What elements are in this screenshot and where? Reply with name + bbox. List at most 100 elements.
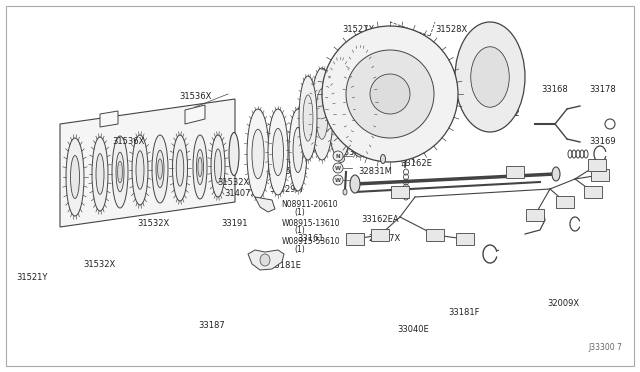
Ellipse shape — [96, 154, 104, 194]
Text: W08915-13610: W08915-13610 — [282, 219, 340, 228]
Text: 31536X: 31536X — [112, 137, 145, 146]
Text: 31532X: 31532X — [218, 178, 250, 187]
Ellipse shape — [345, 47, 375, 157]
Ellipse shape — [252, 129, 264, 179]
Text: W: W — [335, 166, 341, 170]
Text: 31537X: 31537X — [246, 155, 279, 164]
Ellipse shape — [381, 154, 385, 164]
Circle shape — [333, 175, 343, 185]
Ellipse shape — [289, 109, 307, 191]
Text: 33162: 33162 — [493, 109, 520, 118]
Circle shape — [370, 74, 410, 114]
Text: 33040E: 33040E — [397, 325, 429, 334]
Ellipse shape — [118, 161, 122, 183]
Ellipse shape — [214, 149, 221, 183]
Ellipse shape — [316, 89, 328, 139]
FancyBboxPatch shape — [391, 186, 409, 198]
Ellipse shape — [268, 109, 288, 195]
Text: 31532X: 31532X — [138, 219, 170, 228]
Text: 24077X: 24077X — [368, 234, 400, 243]
Text: 33169: 33169 — [589, 137, 616, 146]
Text: 31515X: 31515X — [275, 167, 307, 176]
Polygon shape — [185, 105, 205, 124]
Ellipse shape — [157, 159, 163, 179]
Text: 31528X: 31528X — [435, 25, 467, 34]
Text: 33162EA: 33162EA — [362, 215, 399, 224]
Text: 31532X: 31532X — [83, 260, 115, 269]
Ellipse shape — [343, 189, 347, 195]
Polygon shape — [60, 99, 235, 227]
Text: N08911-20610: N08911-20610 — [282, 200, 338, 209]
Ellipse shape — [193, 135, 207, 199]
Text: 33161: 33161 — [298, 234, 324, 243]
Text: 33181E: 33181E — [269, 262, 301, 270]
FancyBboxPatch shape — [426, 229, 444, 241]
Text: 32829M: 32829M — [269, 185, 303, 194]
Text: 32831M: 32831M — [358, 167, 392, 176]
Text: 31536X: 31536X — [179, 92, 212, 101]
Ellipse shape — [273, 128, 284, 176]
Ellipse shape — [198, 157, 202, 177]
Ellipse shape — [552, 167, 560, 181]
Text: 31519X: 31519X — [288, 129, 320, 138]
Ellipse shape — [70, 155, 79, 198]
Ellipse shape — [311, 68, 333, 160]
Text: 33181F: 33181F — [448, 308, 479, 317]
Text: N: N — [336, 154, 340, 158]
Ellipse shape — [173, 135, 188, 201]
Text: 31527X: 31527X — [342, 25, 374, 34]
FancyBboxPatch shape — [526, 209, 544, 221]
Circle shape — [322, 26, 458, 162]
Circle shape — [346, 50, 434, 138]
Ellipse shape — [66, 138, 84, 216]
Text: 32835M: 32835M — [333, 148, 367, 157]
Ellipse shape — [350, 175, 360, 193]
Ellipse shape — [136, 151, 144, 189]
Ellipse shape — [211, 135, 225, 197]
Ellipse shape — [247, 109, 269, 199]
Polygon shape — [100, 111, 118, 127]
Ellipse shape — [352, 72, 368, 132]
Text: 33168: 33168 — [541, 85, 568, 94]
FancyBboxPatch shape — [591, 169, 609, 181]
Text: W: W — [335, 177, 341, 183]
Ellipse shape — [260, 254, 270, 266]
FancyBboxPatch shape — [588, 159, 606, 171]
Ellipse shape — [132, 135, 148, 205]
FancyBboxPatch shape — [556, 196, 574, 208]
Ellipse shape — [303, 95, 313, 141]
Ellipse shape — [299, 76, 317, 160]
Ellipse shape — [152, 135, 168, 203]
Text: 33162E: 33162E — [400, 159, 432, 168]
Text: 31521Y: 31521Y — [16, 273, 47, 282]
Text: 33187: 33187 — [198, 321, 225, 330]
Ellipse shape — [455, 22, 525, 132]
Text: (1): (1) — [294, 226, 305, 235]
FancyBboxPatch shape — [456, 233, 474, 245]
Ellipse shape — [471, 47, 509, 107]
Ellipse shape — [176, 150, 184, 186]
Polygon shape — [255, 197, 275, 212]
FancyBboxPatch shape — [506, 166, 524, 178]
Text: 33191: 33191 — [221, 219, 247, 228]
Ellipse shape — [293, 128, 303, 173]
FancyBboxPatch shape — [584, 186, 602, 198]
Ellipse shape — [229, 132, 239, 176]
Text: (1): (1) — [294, 245, 305, 254]
Circle shape — [333, 151, 343, 161]
FancyBboxPatch shape — [371, 229, 389, 241]
Ellipse shape — [156, 150, 164, 188]
Ellipse shape — [112, 136, 128, 208]
Ellipse shape — [92, 137, 108, 211]
Text: 32009X: 32009X — [547, 299, 579, 308]
Polygon shape — [248, 250, 284, 270]
Ellipse shape — [333, 81, 347, 137]
Circle shape — [333, 163, 343, 173]
Text: J33300 7: J33300 7 — [588, 343, 622, 352]
Circle shape — [337, 155, 344, 163]
Ellipse shape — [328, 59, 353, 159]
FancyBboxPatch shape — [346, 233, 364, 245]
Text: 31407X: 31407X — [224, 189, 256, 198]
Text: 33178: 33178 — [589, 85, 616, 94]
Ellipse shape — [196, 150, 204, 185]
